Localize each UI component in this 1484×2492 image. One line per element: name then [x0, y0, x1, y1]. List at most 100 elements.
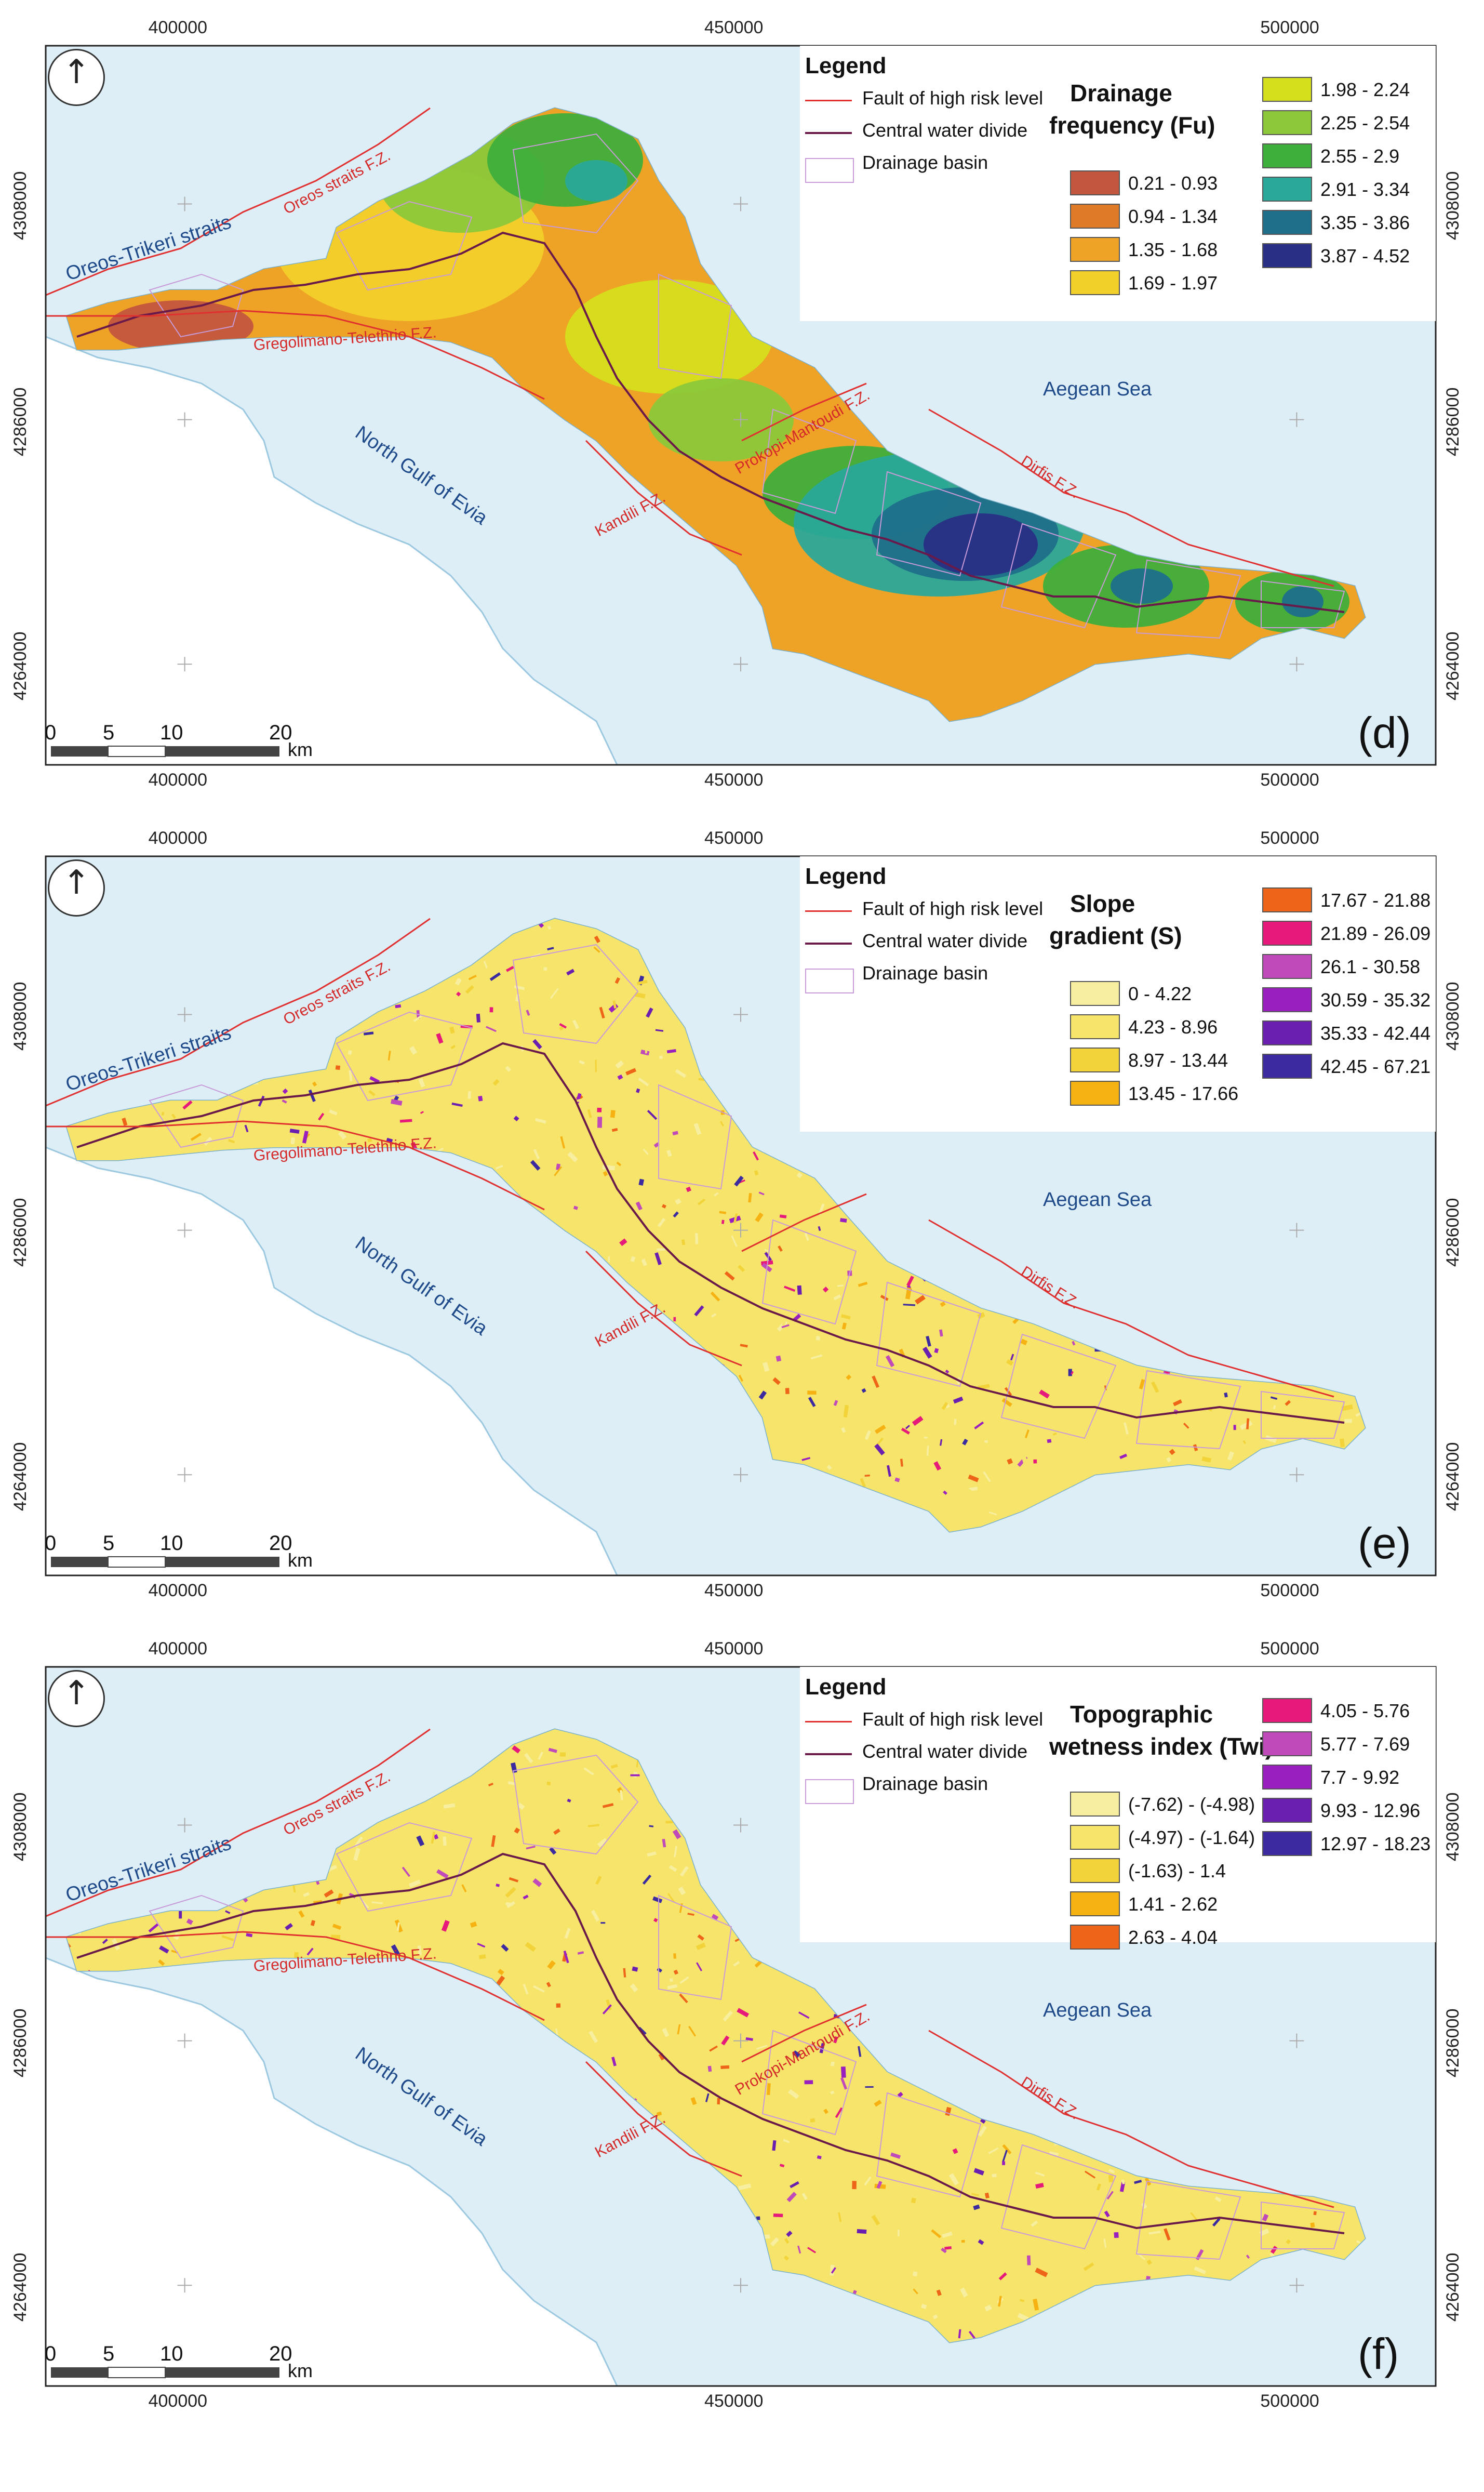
easting-label-bottom: 450000 — [704, 1581, 764, 1600]
legend-class-swatch — [1262, 1798, 1312, 1823]
easting-label-top: 400000 — [148, 828, 208, 848]
legend-class-label: 1.69 - 1.97 — [1128, 272, 1218, 294]
legend-class-swatch — [1070, 204, 1120, 229]
panel-letter: (d) — [1358, 708, 1411, 757]
legend-item-divide: Central water divide — [862, 120, 1028, 141]
legend-item-basin: Drainage basin — [862, 962, 988, 984]
fault-line — [928, 2030, 1334, 2208]
legend-class-label: 2.91 - 3.34 — [1320, 179, 1410, 200]
legend-class-swatch — [1070, 981, 1120, 1006]
legend-class-label: 4.23 - 8.96 — [1128, 1016, 1218, 1038]
fault-line — [46, 1120, 545, 1211]
legend-class-swatch — [1070, 170, 1120, 195]
legend-class-swatch — [1262, 210, 1312, 235]
fault-line — [928, 408, 1334, 587]
north-arrow-glyph: ↑ — [62, 864, 90, 902]
fault-line — [46, 107, 431, 296]
legend-class-swatch — [1262, 1731, 1312, 1756]
easting-label-top: 500000 — [1260, 18, 1319, 37]
drainage-basin — [1000, 523, 1117, 629]
basin-legend-symbol — [805, 1779, 854, 1804]
easting-label-top: 450000 — [704, 18, 764, 37]
drainage-basin — [876, 471, 982, 577]
variable-title-line2: wetness index (Twi) — [1049, 1733, 1274, 1760]
drainage-basin — [761, 2030, 857, 2136]
drainage-basin — [876, 2092, 982, 2198]
legend-title: Legend — [805, 53, 887, 78]
class-blob — [924, 513, 1038, 576]
variable-title: Slope — [1070, 890, 1135, 917]
legend-class-label: 2.55 - 2.9 — [1320, 145, 1400, 167]
fault-line — [46, 918, 431, 1107]
mainland — [46, 336, 618, 765]
scale-bar — [51, 1556, 279, 1568]
central-water-divide — [76, 231, 1345, 613]
central-water-divide — [76, 1852, 1345, 2234]
fault-legend-symbol — [805, 910, 852, 912]
class-blob — [1111, 568, 1173, 604]
easting-label-bottom: 400000 — [148, 770, 208, 790]
scale-bar — [51, 746, 279, 757]
scale-tick-label: 20 — [269, 721, 292, 744]
scale-tick-label: 5 — [103, 1532, 115, 1555]
map-panel-e: Legend Fault of high risk level Central wa… — [0, 811, 1484, 1621]
northing-label-left: 4308000 — [10, 1793, 30, 1862]
fault-line — [46, 1728, 431, 1917]
fault-legend-symbol — [805, 1721, 852, 1722]
easting-label-bottom: 500000 — [1260, 770, 1319, 790]
northing-label-right: 4264000 — [1443, 1442, 1463, 1512]
legend-item-fault: Fault of high risk level — [862, 898, 1044, 919]
legend-class-swatch — [1070, 1081, 1120, 1106]
legend-class-label: 8.97 - 13.44 — [1128, 1050, 1228, 1071]
legend-class-label: 2.63 - 4.04 — [1128, 1927, 1218, 1948]
legend-class-label: 4.05 - 5.76 — [1320, 1700, 1410, 1721]
fault-legend-symbol — [805, 100, 852, 101]
legend-class-label: 30.59 - 35.32 — [1320, 989, 1431, 1011]
drainage-basin — [336, 1011, 473, 1102]
legend-class-label: 26.1 - 30.58 — [1320, 956, 1421, 977]
basin-legend-symbol — [805, 158, 854, 183]
panel-letter: (f) — [1358, 2329, 1399, 2378]
northing-label-right: 4308000 — [1443, 171, 1463, 241]
legend-class-label: 7.7 - 9.92 — [1320, 1767, 1400, 1788]
mainland — [46, 1957, 618, 2386]
legend-class-label: 2.25 - 2.54 — [1320, 112, 1410, 134]
northing-label-right: 4308000 — [1443, 982, 1463, 1051]
mainland — [46, 1146, 618, 1575]
drainage-basin — [1135, 1370, 1241, 1450]
legend-item-basin: Drainage basin — [862, 152, 988, 173]
scale-unit: km — [288, 1549, 313, 1571]
legend-class-label: 3.87 - 4.52 — [1320, 245, 1410, 267]
scale-tick-label: 10 — [160, 721, 183, 744]
basin-legend-symbol — [805, 969, 854, 993]
map-panel-d: Legend Fault of high risk level Central wa… — [0, 0, 1484, 811]
fault-line — [741, 382, 867, 442]
legend-class-label: 5.77 - 7.69 — [1320, 1733, 1410, 1755]
drainage-basin — [1261, 580, 1345, 628]
fault-line — [741, 1193, 867, 1252]
drainage-basin — [658, 1894, 732, 2000]
class-blob — [648, 378, 794, 461]
divide-legend-symbol — [805, 943, 852, 945]
legend-class-swatch — [1070, 1891, 1120, 1916]
scale-tick-label: 20 — [269, 1532, 292, 1555]
legend-class-swatch — [1070, 1792, 1120, 1817]
legend-class-label: 21.89 - 26.09 — [1320, 923, 1431, 944]
scale-tick-label: 5 — [103, 721, 115, 744]
legend-class-swatch — [1070, 1858, 1120, 1883]
easting-label-top: 450000 — [704, 828, 764, 848]
legend-class-swatch — [1262, 921, 1312, 946]
legend-class-label: 42.45 - 67.21 — [1320, 1056, 1431, 1077]
fault-line — [46, 310, 545, 400]
legend-class-swatch — [1262, 1765, 1312, 1790]
legend-title: Legend — [805, 864, 887, 889]
northing-label-left: 4264000 — [10, 631, 30, 701]
northing-label-left: 4308000 — [10, 982, 30, 1051]
fault-line — [928, 1219, 1334, 1398]
legend-class-label: (-7.62) - (-4.98) — [1128, 1794, 1255, 1815]
central-water-divide — [76, 1042, 1345, 1424]
legend-class-swatch — [1262, 1054, 1312, 1079]
northing-label-left: 4308000 — [10, 171, 30, 241]
drainage-basin — [1000, 2144, 1117, 2250]
legend-class-swatch — [1262, 243, 1312, 268]
